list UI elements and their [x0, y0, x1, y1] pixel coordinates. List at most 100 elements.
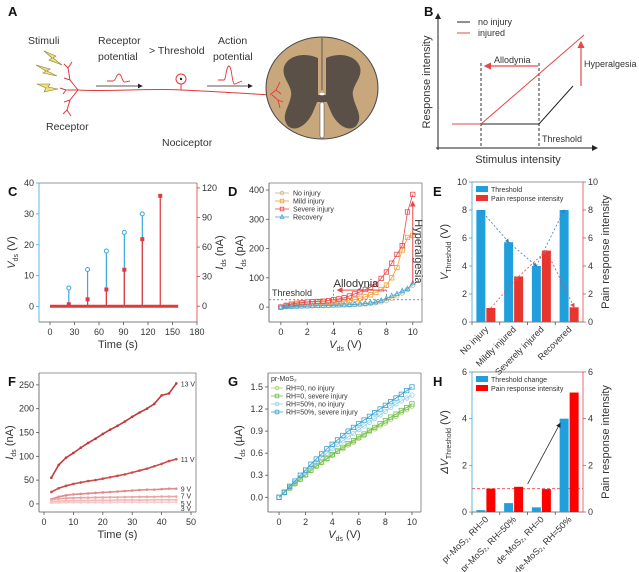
x-tick-label: 10: [407, 517, 417, 527]
legend-marker: [279, 206, 285, 212]
data-point: [394, 264, 400, 271]
bar: [569, 307, 579, 322]
data-point: [388, 292, 395, 299]
y-tick-label: 10: [457, 177, 467, 187]
data-point: [167, 495, 171, 498]
y2-tick-label: 6: [588, 367, 593, 377]
data-point: [138, 498, 141, 502]
data-point: [116, 500, 119, 504]
y2-axis-label-main: I: [214, 267, 226, 270]
legend-title: pr-MoS₂: [271, 376, 297, 383]
data-point: [72, 493, 75, 496]
data-point: [86, 496, 90, 500]
bar: [514, 486, 524, 512]
data-point: [72, 496, 75, 500]
stem-marker: [85, 297, 90, 302]
data-point: [383, 294, 390, 301]
stimuli-label: Stimuli: [28, 35, 60, 47]
receptor-dendrite-icon: [59, 61, 79, 117]
x-axis-label-unit: (V): [343, 529, 361, 541]
data-point: [86, 492, 90, 495]
nociceptor-axon: [77, 88, 271, 96]
data-point: [329, 441, 335, 447]
legend-label: No injury: [293, 191, 321, 198]
data-point: [283, 302, 289, 308]
y2-axis-label-unit: (nA): [214, 235, 226, 259]
data-point: [57, 495, 60, 499]
y-tick-label: 1.2: [250, 404, 263, 414]
x-tick-label: 8: [384, 327, 389, 337]
data-point: [308, 467, 314, 473]
x-axis-label: Time (s): [98, 339, 138, 351]
y-tick-label: 150: [19, 428, 34, 438]
data-point: [108, 475, 112, 479]
series-label: 9 V: [181, 487, 192, 494]
data-point: [398, 398, 404, 404]
data-point: [130, 495, 134, 499]
data-point: [378, 297, 384, 303]
data-point: [138, 488, 141, 492]
data-point: [383, 269, 389, 275]
data-point: [287, 483, 293, 489]
series-line: [50, 458, 177, 493]
x-tick-label: 0: [278, 327, 283, 337]
y-axis-label-subscript: Threshold: [446, 242, 453, 273]
x-axis-label-main: V: [328, 529, 337, 541]
receptor-label: Receptor: [46, 121, 89, 133]
data-point: [299, 302, 305, 309]
x-axis-label: Vds (V): [329, 339, 361, 353]
y-tick-label: 0: [29, 302, 34, 312]
legend-marker: [274, 401, 280, 407]
x-tick-label: 50: [186, 517, 196, 527]
data-point: [64, 456, 68, 460]
data-point: [276, 494, 282, 500]
series-label: 5 V: [181, 501, 192, 508]
data-point: [50, 476, 53, 480]
data-point: [314, 302, 321, 309]
stem-marker: [139, 211, 145, 217]
y-tick-label: 400: [249, 185, 264, 195]
series-label: 11 V: [181, 457, 195, 464]
y2-tick-label: 30: [202, 272, 212, 282]
y-tick-label: 300: [249, 214, 264, 224]
y-tick-label: 0: [259, 302, 264, 312]
data-point: [409, 279, 416, 286]
data-point: [399, 287, 406, 294]
panel-a-diagram: A Stimuli Receptor potential > Threshold…: [8, 4, 379, 149]
data-point: [64, 484, 68, 488]
x-tick-label: 2: [303, 517, 308, 527]
data-point: [145, 500, 149, 504]
series-line: [278, 394, 413, 498]
legend-marker: [274, 393, 280, 399]
bar: [476, 510, 486, 512]
legend-swatch: [476, 186, 488, 192]
data-point: [101, 477, 105, 480]
y2-tick-label: 90: [202, 213, 212, 223]
y-axis-label-subscript: ds: [11, 449, 18, 457]
data-point: [382, 408, 388, 414]
stem-marker: [140, 237, 145, 242]
threshold-label: > Threshold: [149, 45, 205, 57]
data-point: [101, 501, 105, 504]
data-point: [145, 498, 149, 502]
data-point: [336, 301, 342, 308]
data-point: [130, 489, 134, 492]
data-point: [357, 295, 363, 301]
x-tick-label: 2: [305, 327, 310, 337]
data-point: [404, 388, 410, 394]
data-point: [167, 487, 171, 490]
x-tick-label: 20: [98, 517, 108, 527]
y2-axis-label: Pain response intensity: [600, 195, 612, 309]
y-axis-label-main: ΔV: [439, 457, 451, 474]
x-axis-label: Stimulus intensity: [475, 154, 561, 166]
y-tick-label: 6: [462, 233, 467, 243]
legend-marker: [279, 198, 285, 204]
legend-swatch: [476, 376, 488, 382]
x-tick-label: 40: [157, 517, 167, 527]
data-point: [160, 495, 163, 498]
data-point: [389, 260, 395, 266]
receptor-potential-wave: [107, 73, 131, 83]
x-tick-label: 120: [140, 327, 155, 337]
data-point: [175, 495, 178, 498]
data-point: [130, 471, 134, 474]
